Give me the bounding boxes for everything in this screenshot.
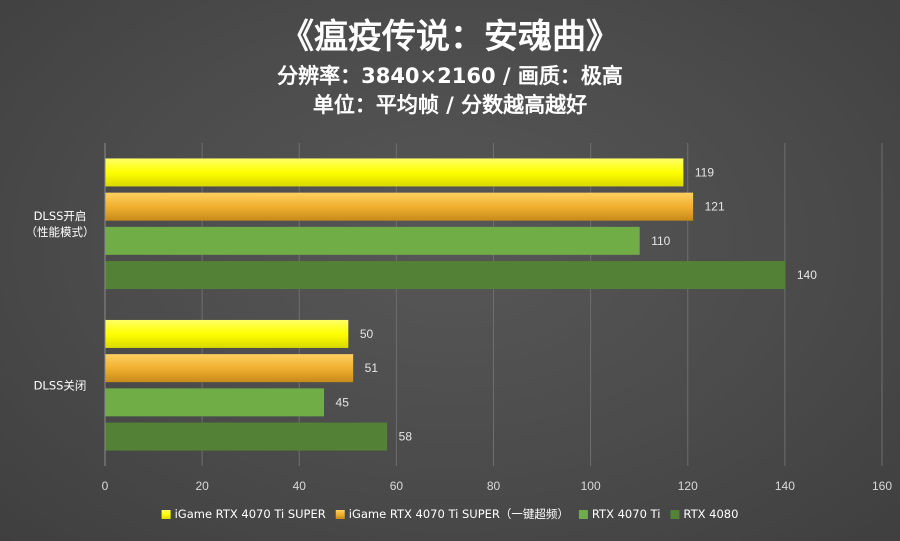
bar — [105, 158, 684, 187]
bar — [105, 192, 694, 221]
legend-label: RTX 4080 — [683, 507, 738, 521]
legend-item: iGame RTX 4070 Ti SUPER — [161, 507, 326, 521]
legend-label: iGame RTX 4070 Ti SUPER（一键超频） — [349, 507, 569, 521]
category-label: DLSS关闭 — [34, 378, 87, 392]
bar — [105, 422, 388, 451]
x-tick-label: 120 — [678, 479, 698, 493]
data-label: 121 — [705, 200, 725, 214]
data-label: 140 — [797, 268, 817, 282]
data-label: 119 — [695, 165, 714, 179]
chart-subtitle-1: 分辨率：3840×2160 / 画质：极高 — [277, 64, 623, 88]
legend-swatch — [161, 510, 171, 519]
x-tick-label: 0 — [102, 479, 109, 493]
x-tick-label: 20 — [195, 479, 209, 493]
legend-swatch — [578, 510, 588, 519]
bars-layer: 119 121 110 140 50 51 45 58 — [105, 158, 817, 451]
bar — [105, 354, 354, 383]
x-tick-label: 100 — [581, 479, 601, 493]
legend-swatch — [670, 510, 680, 519]
bar — [105, 261, 786, 290]
category-label: DLSS开启 — [34, 209, 87, 223]
legend-item: RTX 4080 — [670, 507, 738, 521]
category-label: （性能模式） — [26, 225, 95, 239]
grid-layer — [201, 143, 883, 466]
bar — [105, 388, 325, 417]
x-tick-label: 80 — [487, 479, 501, 493]
chart-title: 《瘟疫传说：安魂曲》 — [280, 17, 620, 57]
legend-swatch — [335, 510, 345, 519]
x-tick-label: 140 — [775, 479, 795, 493]
data-label: 110 — [651, 234, 670, 248]
x-tick-label: 160 — [872, 479, 892, 493]
chart-subtitle-2: 单位：平均帧 / 分数越高越好 — [313, 93, 587, 117]
data-label: 58 — [399, 430, 413, 444]
data-label: 45 — [336, 395, 350, 409]
legend-label: RTX 4070 Ti — [592, 507, 661, 521]
data-label: 51 — [365, 361, 379, 375]
data-label: 50 — [360, 327, 374, 341]
legend-item: iGame RTX 4070 Ti SUPER（一键超频） — [335, 507, 569, 521]
x-tick-label: 60 — [390, 479, 404, 493]
x-tick-label: 40 — [293, 479, 307, 493]
axis-layer: 0 20 40 60 80 100 120 140 160 DLSS开启 （性能模式） DLSS关闭 — [26, 143, 892, 493]
legend-item: RTX 4070 Ti — [578, 507, 661, 521]
bar — [105, 226, 640, 255]
legend-label: iGame RTX 4070 Ti SUPER — [175, 507, 326, 521]
bar — [105, 319, 349, 348]
legend: iGame RTX 4070 Ti SUPER iGame RTX 4070 Ti… — [161, 507, 738, 521]
